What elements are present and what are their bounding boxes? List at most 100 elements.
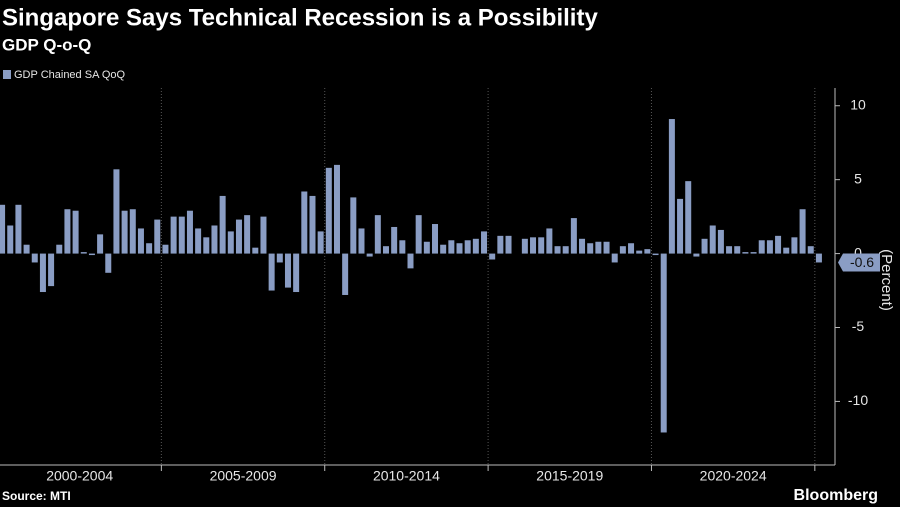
bar bbox=[268, 253, 275, 291]
bar bbox=[350, 197, 357, 254]
bar bbox=[56, 244, 63, 254]
bar bbox=[391, 226, 398, 254]
bar bbox=[211, 225, 218, 254]
bar bbox=[619, 246, 626, 254]
bar bbox=[742, 252, 749, 254]
bar bbox=[562, 246, 569, 254]
bar bbox=[219, 195, 226, 254]
bar bbox=[677, 198, 684, 254]
bar bbox=[807, 246, 814, 254]
y-tick-label: 5 bbox=[854, 170, 862, 186]
bar bbox=[407, 253, 414, 269]
bar bbox=[799, 209, 806, 254]
bar bbox=[628, 243, 635, 254]
bar bbox=[39, 253, 46, 293]
bar bbox=[88, 253, 95, 256]
bar bbox=[750, 252, 757, 254]
bar bbox=[121, 210, 128, 254]
bar bbox=[80, 252, 87, 254]
legend-label: GDP Chained SA QoQ bbox=[14, 69, 126, 81]
y-axis-label: (Percent) bbox=[878, 249, 895, 311]
legend-swatch bbox=[3, 70, 11, 79]
bar bbox=[709, 225, 716, 254]
bar bbox=[546, 228, 553, 254]
x-group-label: 2000-2004 bbox=[46, 468, 113, 484]
bar bbox=[260, 216, 267, 254]
bar bbox=[276, 253, 283, 263]
brand: Bloomberg bbox=[794, 487, 878, 504]
chart-title: Singapore Says Technical Recession is a … bbox=[2, 4, 598, 31]
bar bbox=[72, 210, 79, 254]
bar bbox=[162, 244, 169, 254]
bar bbox=[235, 219, 242, 254]
bar bbox=[448, 240, 455, 254]
bar bbox=[766, 240, 773, 254]
bar bbox=[775, 235, 782, 254]
source: Source: MTI bbox=[2, 489, 71, 503]
bar bbox=[0, 204, 6, 254]
bar bbox=[97, 234, 104, 254]
bar bbox=[734, 246, 741, 254]
y-tick-label: 0 bbox=[854, 244, 862, 260]
bar bbox=[186, 210, 193, 254]
bar bbox=[611, 253, 618, 263]
bar bbox=[48, 253, 55, 287]
chart-subtitle: GDP Q-o-Q bbox=[2, 35, 91, 54]
bar bbox=[481, 231, 488, 254]
bar bbox=[668, 119, 675, 254]
bar bbox=[15, 204, 22, 254]
bar bbox=[693, 253, 700, 257]
bar bbox=[301, 191, 308, 254]
bar bbox=[105, 253, 112, 273]
bar bbox=[244, 215, 251, 254]
bar bbox=[456, 243, 463, 254]
y-tick-label: 10 bbox=[850, 96, 866, 112]
bar bbox=[7, 225, 14, 254]
bar bbox=[652, 253, 659, 256]
bar bbox=[366, 253, 373, 257]
bar bbox=[31, 253, 38, 263]
bar bbox=[178, 216, 185, 254]
bar bbox=[595, 241, 602, 254]
bar bbox=[685, 181, 692, 254]
bar bbox=[415, 215, 422, 254]
bar bbox=[170, 216, 177, 254]
bar bbox=[636, 250, 643, 254]
bar bbox=[505, 235, 512, 254]
bar bbox=[309, 195, 316, 254]
bar bbox=[325, 167, 332, 254]
bar bbox=[538, 237, 545, 254]
bar bbox=[113, 169, 120, 254]
bar bbox=[464, 240, 471, 254]
bar bbox=[758, 240, 765, 254]
bar bbox=[701, 238, 708, 254]
bar bbox=[64, 209, 71, 254]
bar bbox=[579, 238, 586, 254]
bar bbox=[570, 218, 577, 254]
bar bbox=[644, 249, 651, 254]
bar bbox=[432, 224, 439, 254]
bar bbox=[489, 253, 496, 260]
bar bbox=[726, 246, 733, 254]
bar bbox=[815, 253, 822, 263]
bar bbox=[530, 237, 537, 254]
bar bbox=[293, 253, 300, 293]
bar bbox=[783, 247, 790, 254]
bar bbox=[791, 237, 798, 254]
x-group-label: 2005-2009 bbox=[210, 468, 277, 484]
bar bbox=[195, 228, 202, 254]
bar bbox=[374, 215, 381, 254]
bar bbox=[227, 231, 234, 254]
bar bbox=[587, 243, 594, 254]
bar bbox=[284, 253, 291, 288]
bar bbox=[521, 238, 528, 254]
x-group-label: 2020-2024 bbox=[700, 468, 767, 484]
bar bbox=[342, 253, 349, 295]
bar bbox=[129, 209, 136, 254]
bar bbox=[146, 243, 153, 254]
bar bbox=[497, 235, 504, 254]
last-value-box bbox=[838, 253, 880, 272]
bar bbox=[423, 241, 430, 254]
bar bbox=[252, 247, 259, 254]
